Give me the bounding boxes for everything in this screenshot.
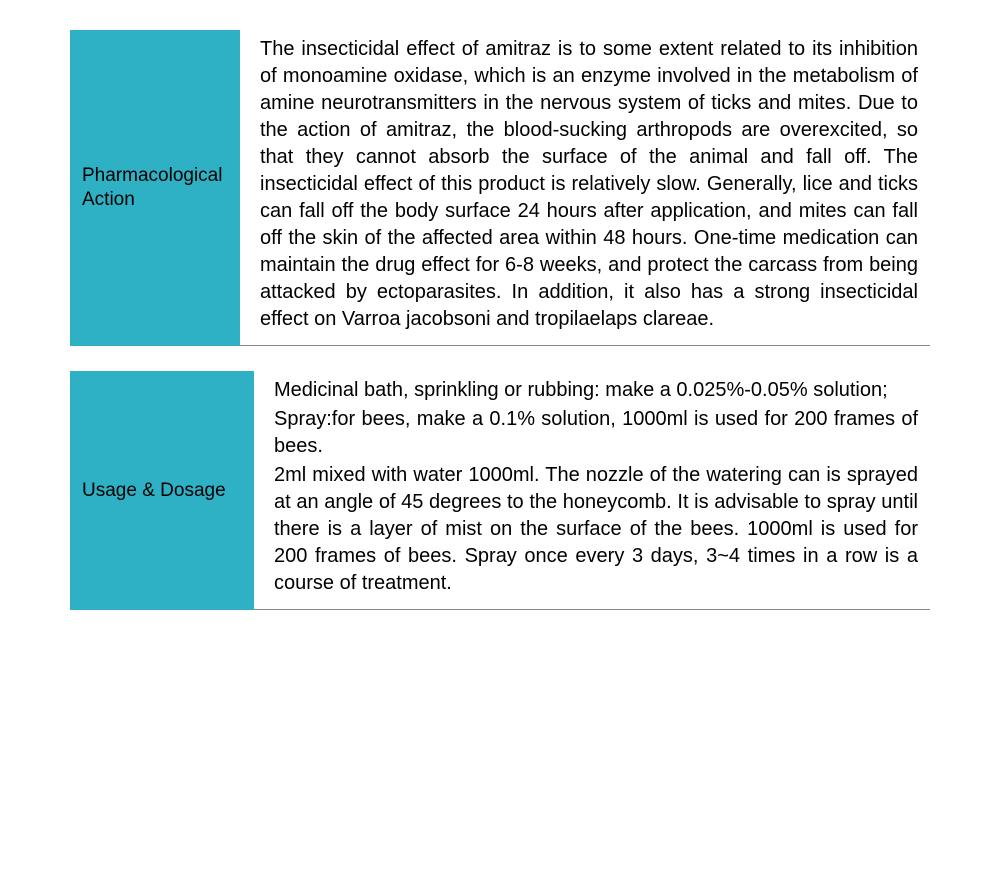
label-usage: Usage & Dosage: [82, 479, 226, 503]
content-para: The insecticidal effect of amitraz is to…: [260, 36, 918, 333]
content-usage: Medicinal bath, sprinkling or rubbing: m…: [254, 371, 930, 610]
content-para: Spray:for bees, make a 0.1% solution, 10…: [274, 406, 918, 460]
content-para: 2ml mixed with water 1000ml. The nozzle …: [274, 462, 918, 597]
label-pharmacological: Pharmacological Action: [82, 164, 228, 212]
content-pharmacological: The insecticidal effect of amitraz is to…: [240, 30, 930, 346]
label-box-usage: Usage & Dosage: [70, 371, 254, 610]
section-usage: Usage & Dosage Medicinal bath, sprinklin…: [70, 371, 930, 610]
label-box-pharmacological: Pharmacological Action: [70, 30, 240, 346]
section-pharmacological: Pharmacological Action The insecticidal …: [70, 30, 930, 346]
content-para: Medicinal bath, sprinkling or rubbing: m…: [274, 377, 918, 404]
